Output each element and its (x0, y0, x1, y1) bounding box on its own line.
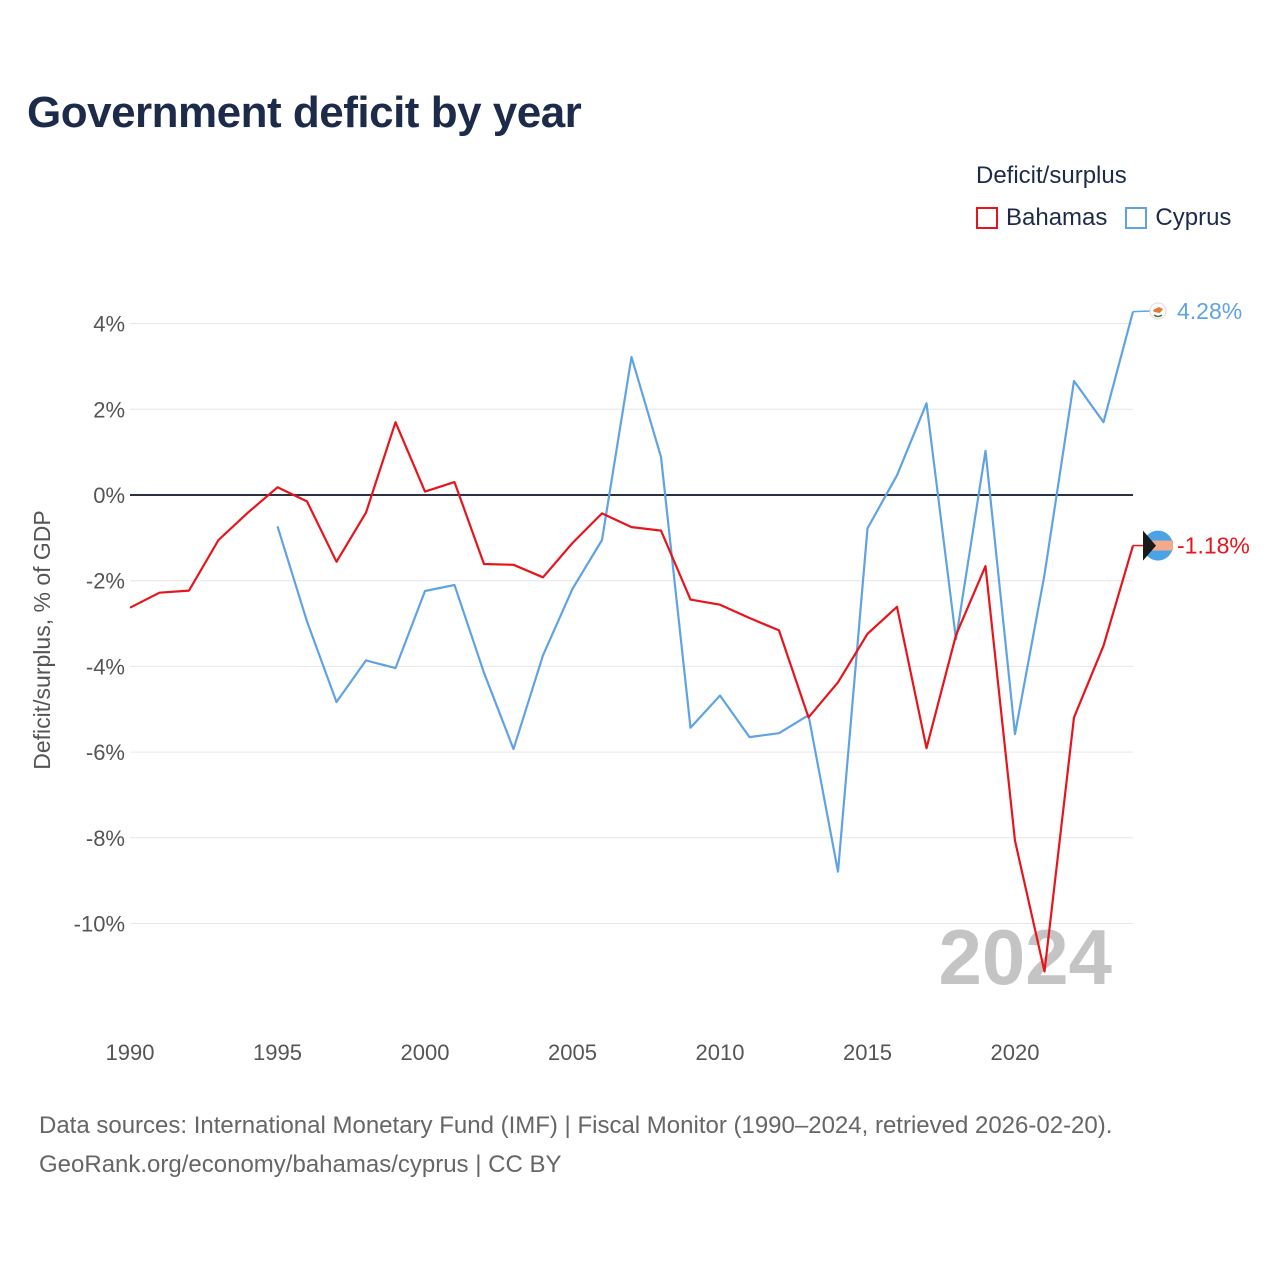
series-lines (129, 311, 1135, 973)
y-tick-label: 4% (93, 312, 125, 337)
y-tick-label: -4% (86, 654, 125, 679)
source-note: Data sources: International Monetary Fun… (39, 1106, 1112, 1184)
x-tick-label: 2010 (696, 1040, 745, 1065)
y-axis-label: Deficit/surplus, % of GDP (29, 510, 55, 769)
flag-cyprus-island (1153, 307, 1163, 313)
x-tick-label: 1990 (106, 1040, 155, 1065)
x-tick-label: 2015 (843, 1040, 892, 1065)
series-line-cyprus (276, 311, 1135, 873)
legend-swatch-cyprus (1125, 207, 1148, 229)
x-tick-label: 2000 (401, 1040, 450, 1065)
legend-label-bahamas: Bahamas (1006, 204, 1108, 231)
source-line-1: Data sources: International Monetary Fun… (39, 1112, 1113, 1139)
flag-bahamas-triangle (1143, 530, 1156, 561)
flag-bahamas-band (1143, 540, 1173, 551)
leader-cyprus (1132, 310, 1151, 313)
legend-swatch-bahamas (976, 207, 998, 229)
x-tick-label: 2020 (991, 1040, 1040, 1065)
flag-cyprus-branches (1153, 314, 1163, 318)
y-tick-label: 2% (93, 397, 125, 422)
y-tick-label: -10% (74, 912, 125, 937)
x-tick-label: 1995 (253, 1040, 302, 1065)
end-markers: -1.18% 4.28% (1132, 298, 1250, 561)
legend: Bahamas Cyprus (976, 204, 1249, 232)
legend-title: Deficit/surplus (976, 162, 1127, 189)
y-axis-ticks: 4% 2% 0% -2% -4% -6% -8% -10% (74, 312, 125, 937)
chart-title: Government deficit by year (27, 88, 582, 137)
y-tick-label: 0% (93, 483, 125, 508)
year-watermark: 2024 (938, 913, 1112, 1001)
gridlines (130, 323, 1133, 924)
x-axis-ticks: 1990 1995 2000 2005 2010 2015 2020 (106, 1040, 1040, 1065)
source-line-2: GeoRank.org/economy/bahamas/cyprus | CC … (39, 1151, 562, 1178)
legend-label-cyprus: Cyprus (1155, 204, 1232, 231)
series-line-bahamas (129, 421, 1135, 973)
end-label-cyprus: 4.28% (1177, 298, 1242, 324)
end-label-bahamas: -1.18% (1177, 533, 1250, 559)
y-tick-label: -8% (86, 826, 125, 851)
y-tick-label: -6% (86, 740, 125, 765)
x-tick-label: 2005 (548, 1040, 597, 1065)
legend-item-cyprus[interactable]: Cyprus (1125, 204, 1231, 232)
legend-item-bahamas[interactable]: Bahamas (976, 204, 1107, 232)
y-tick-label: -2% (86, 569, 125, 594)
